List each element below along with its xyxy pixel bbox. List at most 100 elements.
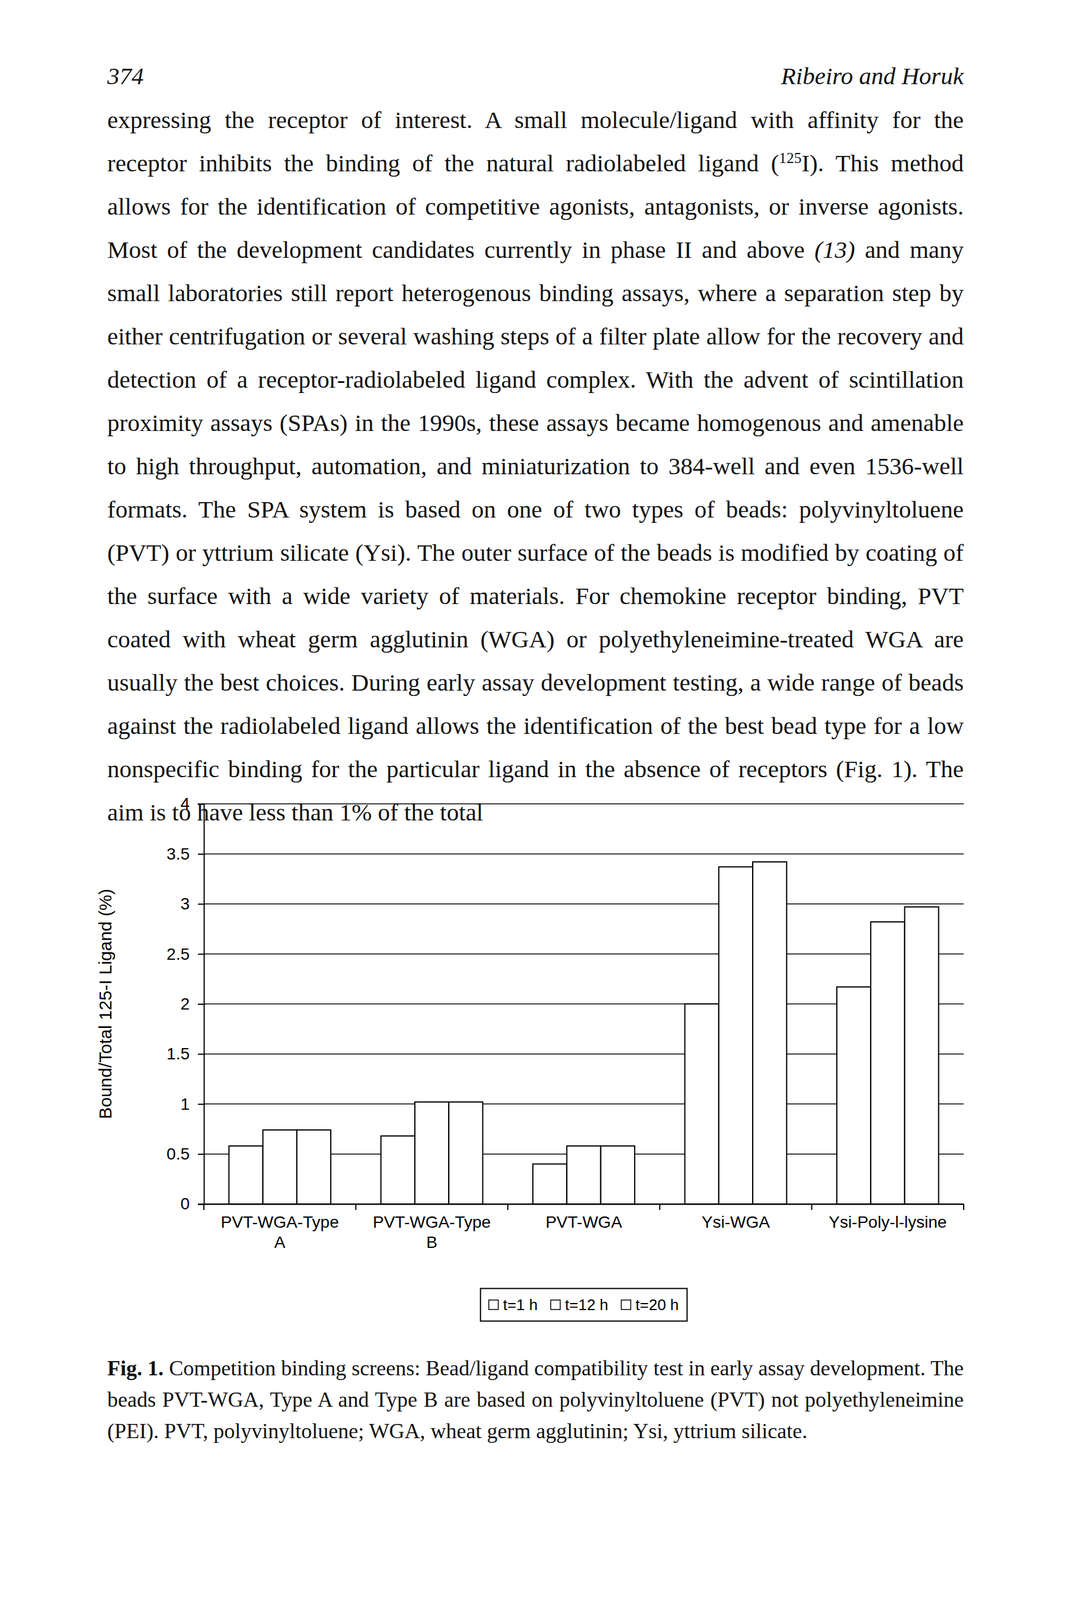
caption-label: Fig. 1.	[107, 1356, 164, 1380]
text-line: B	[426, 1232, 438, 1252]
y-tick-mark	[197, 1003, 204, 1005]
page: 374 Ribeiro and Horuk expressing the rec…	[0, 0, 1068, 1600]
body-paragraph: expressing the receptor of interest. A s…	[107, 98, 964, 834]
figure: 00.511.522.533.54PVT-WGA-TypeAPVT-WGA-Ty…	[0, 770, 1068, 1352]
x-tick-label: PVT-WGA-TypeA	[221, 1212, 340, 1252]
text-line: PVT-WGA	[545, 1212, 622, 1231]
grid-line	[203, 803, 964, 805]
bar	[228, 1145, 263, 1204]
legend: t=1 h t=12 h t=20 h	[480, 1288, 688, 1322]
y-tick: 0.5	[166, 1144, 204, 1163]
x-tick: PVT-WGA-TypeB	[372, 1203, 491, 1252]
y-tick-label: 2.5	[166, 944, 190, 964]
grid-line	[203, 903, 964, 905]
spacer	[163, 1356, 169, 1380]
y-tick-mark	[197, 953, 204, 955]
bar	[414, 1101, 449, 1204]
bar-series	[263, 866, 906, 1204]
category-separator	[811, 1203, 813, 1210]
y-tick-label: 4	[180, 794, 190, 813]
y-tick-mark	[197, 903, 204, 905]
bar	[752, 861, 787, 1204]
chart-svg: 00.511.522.533.54PVT-WGA-TypeAPVT-WGA-Ty…	[0, 770, 1068, 1352]
category-separator	[203, 1203, 205, 1210]
legend-swatch	[550, 1299, 561, 1310]
category-separator	[963, 1203, 965, 1210]
y-tick: 3.5	[166, 844, 204, 863]
x-tick: PVT-WGA-TypeA	[221, 1203, 340, 1252]
bar	[448, 1101, 483, 1204]
y-tick-label: 3.5	[166, 844, 190, 863]
bars	[228, 861, 939, 1204]
x-tick: Ysi-WGA	[701, 1203, 770, 1231]
x-axis-line	[204, 1203, 965, 1205]
y-axis-title: Bound/Total 125-I Ligand (%)	[95, 888, 115, 1119]
grid-line	[203, 953, 964, 955]
grid-line	[203, 853, 964, 855]
y-tick: 2	[180, 994, 204, 1013]
category-separator	[659, 1203, 661, 1210]
y-tick-label: 0.5	[166, 1144, 190, 1163]
legend-box	[480, 1288, 688, 1322]
x-axis: PVT-WGA-TypeAPVT-WGA-TypeBPVT-WGAYsi-WGA…	[204, 1203, 965, 1252]
y-tick-label: 3	[180, 894, 190, 913]
x-tick-label: PVT-WGA	[545, 1212, 622, 1231]
y-tick-label: 0	[180, 1194, 190, 1213]
y-tick: 0	[180, 1194, 204, 1213]
page-number: 374	[107, 61, 145, 91]
bar	[381, 1135, 415, 1204]
text-line: Bound/Total 125-I Ligand (%)	[95, 888, 115, 1119]
y-tick: 2.5	[166, 944, 204, 964]
y-tick-mark	[197, 853, 204, 855]
running-head: Ribeiro and Horuk	[781, 61, 964, 91]
y-tick-label: 1.5	[166, 1044, 190, 1063]
grid	[203, 803, 964, 1204]
x-tick-label: Ysi-WGA	[701, 1212, 770, 1231]
text-run: 125	[778, 149, 802, 166]
y-tick-mark	[197, 1053, 204, 1055]
y-tick-mark	[197, 1153, 204, 1155]
text-run: (13)	[814, 235, 855, 264]
y-tick-mark	[197, 803, 204, 805]
figure-caption: Fig. 1. Competition binding screens: Bea…	[107, 1352, 964, 1447]
text-line: PVT-WGA-Type	[221, 1212, 340, 1231]
y-tick: 3	[180, 894, 204, 913]
y-tick: 1	[180, 1094, 204, 1114]
y-tick-label: 2	[180, 994, 190, 1013]
category-separator	[355, 1203, 357, 1210]
y-tick-mark	[197, 1203, 204, 1205]
bar-series	[296, 861, 939, 1204]
x-tick-label: Ysi-Poly-l-lysine	[828, 1212, 947, 1231]
legend-label: t=12 h	[564, 1295, 609, 1314]
y-tick: 4	[180, 794, 204, 813]
bar	[600, 1145, 635, 1204]
text-line: PVT-WGA-Type	[372, 1212, 491, 1231]
legend-label: t=1 h	[503, 1295, 539, 1314]
caption-text: Competition binding screens: Bead/ligand…	[107, 1356, 964, 1443]
bar	[263, 1129, 297, 1204]
bar	[685, 1003, 719, 1205]
y-axis-line	[197, 804, 205, 1205]
bar	[904, 906, 939, 1204]
y-tick-label: 1	[180, 1094, 190, 1114]
bar	[870, 921, 905, 1204]
category-separator	[507, 1203, 509, 1210]
x-tick-label: PVT-WGA-TypeB	[372, 1212, 491, 1252]
text-line: A	[274, 1232, 286, 1252]
x-tick: Ysi-Poly-l-lysine	[828, 1203, 947, 1231]
y-tick: 1.5	[166, 1044, 204, 1063]
text-run: and many small laboratories still report…	[107, 235, 964, 826]
text-line: Ysi-WGA	[701, 1212, 770, 1231]
legend-swatch	[621, 1299, 631, 1310]
category-separators	[203, 1203, 964, 1210]
x-tick: PVT-WGA	[545, 1203, 622, 1231]
legend-label: t=20 h	[635, 1295, 679, 1314]
bar	[836, 986, 871, 1204]
bar	[718, 866, 753, 1204]
bar	[532, 1164, 567, 1205]
legend-swatch	[488, 1299, 499, 1310]
bar	[296, 1129, 331, 1204]
y-tick-mark	[197, 1103, 204, 1105]
y-axis: 0 0.5 1 1.5 2 2.5 3 3.5 4	[166, 794, 204, 1213]
bar	[566, 1145, 601, 1204]
